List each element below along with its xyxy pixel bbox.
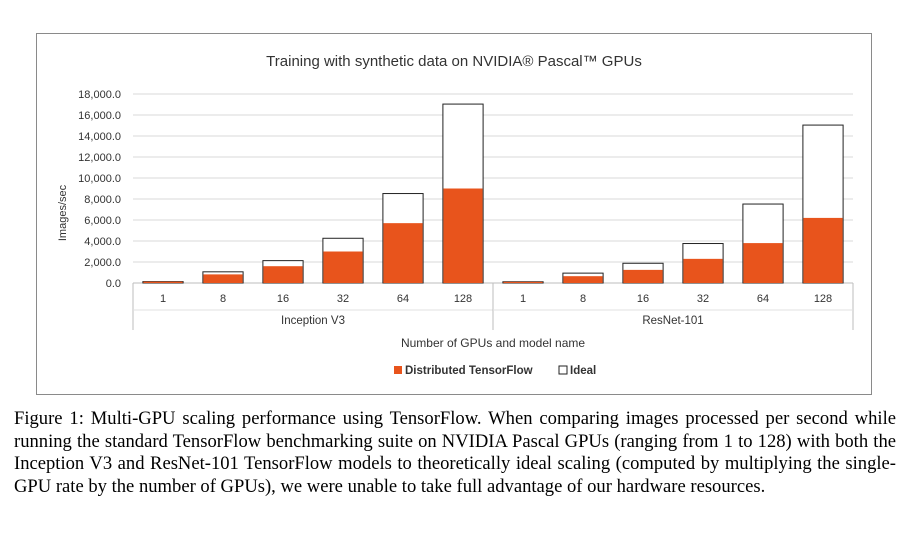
y-tick-label: 4,000.0 <box>84 236 121 248</box>
gridlines <box>133 93 853 284</box>
legend-label-distributed: Distributed TensorFlow <box>405 365 533 377</box>
bar-distributed <box>143 281 183 283</box>
chart-frame: Training with synthetic data on NVIDIA® … <box>36 33 872 395</box>
x-tick-label: 8 <box>580 293 586 305</box>
legend: Distributed TensorFlow Ideal <box>394 365 596 377</box>
y-tick-label: 6,000.0 <box>84 215 121 227</box>
group-label: ResNet-101 <box>642 315 703 327</box>
x-axis-label: Number of GPUs and model name <box>401 336 585 350</box>
x-tick-label: 16 <box>277 293 289 305</box>
x-tick-label: 1 <box>160 293 166 305</box>
x-tick-label: 128 <box>814 293 832 305</box>
bar-distributed <box>803 217 843 283</box>
x-tick-label: 64 <box>397 293 409 305</box>
y-tick-label: 0.0 <box>106 278 121 290</box>
legend-swatch-ideal <box>558 365 568 375</box>
y-tick-label: 12,000.0 <box>78 152 121 164</box>
bar-distributed <box>323 251 363 283</box>
y-tick-label: 8,000.0 <box>84 194 121 206</box>
bar-distributed <box>503 281 543 283</box>
bar-distributed <box>683 258 723 283</box>
chart-title: Training with synthetic data on NVIDIA® … <box>266 53 642 70</box>
x-tick-label: 64 <box>757 293 769 305</box>
y-tick-label: 18,000.0 <box>78 89 121 101</box>
bar-distributed <box>623 269 663 283</box>
bar-distributed <box>743 243 783 283</box>
legend-swatch-distributed <box>394 366 402 374</box>
x-axis: 1 8 16 32 64 128 Inception V3 1 8 16 32 64 128 ResNet… <box>132 283 854 330</box>
y-tick-labels: 0.0 2,000.0 4,000.0 6,000.0 8,000.0 10,000.0 1… <box>78 89 121 290</box>
x-tick-label: 16 <box>637 293 649 305</box>
bar-chart: Training with synthetic data on NVIDIA® … <box>57 53 854 377</box>
bar-distributed <box>443 188 483 283</box>
bar-distributed <box>263 266 303 283</box>
y-tick-label: 16,000.0 <box>78 110 121 122</box>
bar-distributed <box>203 274 243 283</box>
bars <box>142 103 844 284</box>
figure-caption: Figure 1: Multi-GPU scaling performance … <box>14 408 896 497</box>
x-tick-label: 1 <box>520 293 526 305</box>
x-tick-label: 32 <box>337 293 349 305</box>
group-label: Inception V3 <box>281 315 345 327</box>
y-axis-label: Images/sec <box>57 184 69 241</box>
x-tick-label: 8 <box>220 293 226 305</box>
legend-label-ideal: Ideal <box>570 365 596 377</box>
y-tick-label: 10,000.0 <box>78 173 121 185</box>
bar-distributed <box>563 276 603 283</box>
bar-distributed <box>383 223 423 283</box>
x-tick-label: 32 <box>697 293 709 305</box>
y-tick-label: 14,000.0 <box>78 131 121 143</box>
y-tick-label: 2,000.0 <box>84 257 121 269</box>
x-tick-label: 128 <box>454 293 472 305</box>
